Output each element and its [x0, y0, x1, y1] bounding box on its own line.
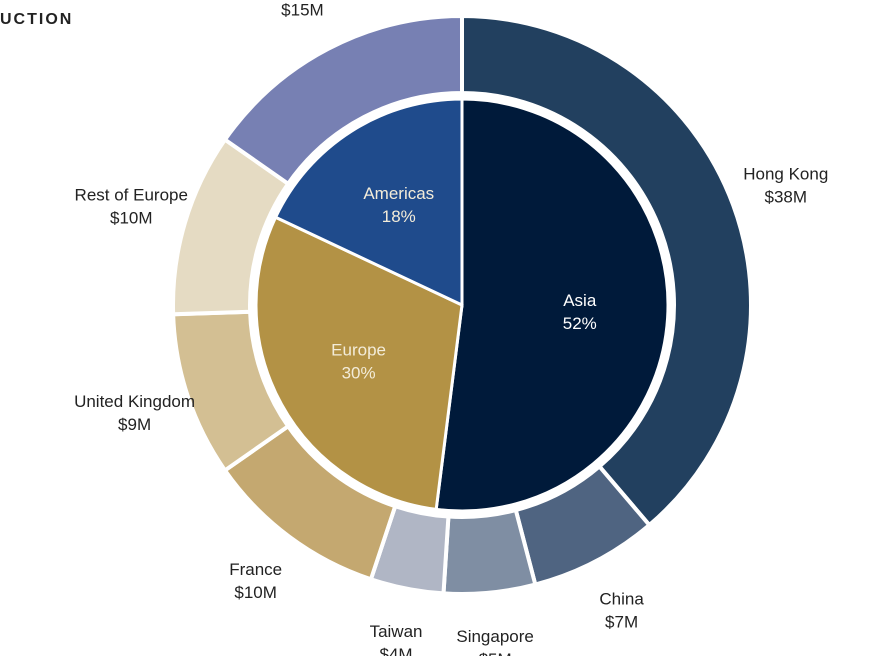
outer-value-label: $10M: [110, 208, 153, 227]
inner-label: Europe: [331, 340, 386, 359]
inner-segment: [434, 97, 670, 513]
outer-label: Rest of Europe: [75, 185, 188, 204]
inner-segment: [254, 215, 464, 512]
inner-value-label: 18%: [382, 207, 416, 226]
outer-value-label: $7M: [605, 612, 638, 631]
inner-label: Americas: [363, 184, 434, 203]
outer-label: United Kingdom: [74, 392, 195, 411]
outer-segment: [222, 13, 464, 187]
outer-value-label: $4M: [380, 645, 413, 656]
inner-value-label: 30%: [342, 363, 376, 382]
outer-label: China: [599, 589, 644, 608]
outer-label: France: [229, 560, 282, 579]
chart-title: UCTION: [0, 11, 73, 28]
outer-value-label: $15M: [281, 1, 324, 20]
outer-segment: [460, 13, 753, 528]
inner-value-label: 52%: [563, 314, 597, 333]
outer-value-label: $10M: [234, 583, 277, 602]
outer-value-label: $5M: [479, 650, 512, 656]
inner-label: Asia: [563, 291, 597, 310]
inner-segment: [273, 97, 464, 308]
outer-label: Singapore: [456, 627, 534, 646]
outer-label: Hong Kong: [743, 164, 828, 183]
outer-value-label: $9M: [118, 415, 151, 434]
outer-label: Taiwan: [370, 622, 423, 641]
outer-value-label: $38M: [765, 187, 808, 206]
